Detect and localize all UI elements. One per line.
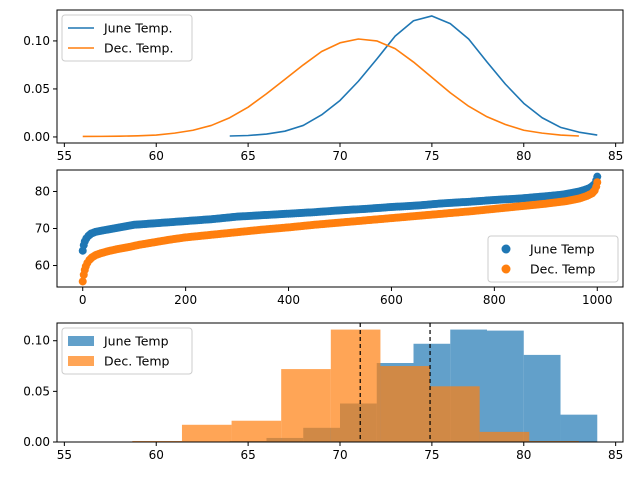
legend-item-1: June Temp — [501, 242, 595, 257]
y-tick-label: 0.05 — [23, 82, 50, 96]
scatter-point — [78, 277, 87, 286]
legend-label: June Temp — [529, 242, 595, 257]
legend-box — [61, 14, 193, 62]
legend-label: Dec. Temp — [530, 262, 596, 277]
legend-label: June Temp. — [103, 21, 172, 36]
x-tick-label: 70 — [332, 448, 347, 462]
x-tick-label: 60 — [149, 149, 164, 163]
x-tick-label: 65 — [240, 448, 255, 462]
series-bars-2 — [82, 329, 579, 442]
x-axis: 55 60 65 70 75 80 85 — [57, 442, 623, 462]
hist-bar — [479, 431, 530, 442]
legend-item-1: June Temp — [68, 334, 169, 349]
legend: June Temp Dec. Temp — [61, 327, 193, 375]
hist-bar — [560, 414, 598, 442]
legend: June Temp Dec. Temp — [487, 235, 619, 283]
y-tick-label: 0.10 — [23, 34, 50, 48]
series-points-2 — [78, 178, 602, 286]
plot-area — [78, 172, 602, 286]
x-tick-label: 0 — [79, 293, 87, 307]
plot-area — [82, 15, 598, 138]
x-tick-label: 65 — [240, 149, 255, 163]
legend-item-2: Dec. Temp. — [68, 41, 173, 56]
hist-bar — [430, 386, 480, 442]
y-tick-label: 0.05 — [23, 384, 50, 398]
y-tick-label: 60 — [35, 259, 50, 273]
x-axis: 0 200 400 600 800 1000 — [79, 287, 613, 307]
x-tick-label: 80 — [516, 448, 531, 462]
x-tick-label: 800 — [483, 293, 506, 307]
x-tick-label: 55 — [57, 448, 72, 462]
y-axis: 0.00 0.05 0.10 — [23, 34, 57, 144]
y-tick-label: 0.00 — [23, 130, 50, 144]
y-tick-label: 0.10 — [23, 334, 50, 348]
legend: June Temp. Dec. Temp. — [61, 14, 193, 62]
x-tick-label: 85 — [608, 149, 623, 163]
legend-label: June Temp — [103, 334, 169, 349]
legend-swatch — [501, 244, 511, 254]
hist-bar — [487, 330, 524, 442]
x-tick-label: 55 — [57, 149, 72, 163]
x-tick-label: 85 — [608, 448, 623, 462]
scatter-point — [593, 172, 602, 181]
panel-1: 55 60 65 70 75 80 85 0.00 0.05 0.10 June Temp. Dec.… — [23, 9, 624, 163]
legend-box — [61, 327, 193, 375]
legend-box — [487, 235, 619, 283]
y-axis: 0.00 0.05 0.10 — [23, 334, 57, 449]
y-tick-label: 0.00 — [23, 435, 50, 449]
legend-label: Dec. Temp — [104, 354, 170, 369]
series-line-2 — [82, 38, 579, 138]
hist-bar — [529, 440, 579, 442]
legend-swatch — [68, 356, 94, 366]
x-tick-label: 75 — [424, 448, 439, 462]
scatter-point — [593, 178, 602, 187]
panel-3: 55 60 65 70 75 80 85 0.00 0.05 0.10 June Temp Dec. … — [23, 322, 624, 462]
legend-item-2: Dec. Temp — [501, 262, 596, 277]
y-tick-label: 80 — [35, 184, 50, 198]
hist-bar — [523, 354, 561, 442]
x-tick-label: 1000 — [582, 293, 613, 307]
legend-label: Dec. Temp. — [104, 41, 173, 56]
plot-area — [82, 323, 598, 442]
legend-swatch — [68, 336, 94, 346]
hist-bar — [281, 369, 331, 442]
legend-item-1: June Temp. — [68, 21, 172, 36]
hist-bar — [330, 329, 381, 442]
x-axis: 55 60 65 70 75 80 85 — [57, 143, 623, 163]
x-tick-label: 400 — [277, 293, 300, 307]
series-line-1 — [229, 15, 598, 137]
x-tick-label: 60 — [149, 448, 164, 462]
x-tick-label: 80 — [516, 149, 531, 163]
legend-swatch — [501, 264, 511, 274]
y-axis: 60 70 80 — [35, 184, 57, 273]
hist-bar — [181, 424, 232, 442]
hist-bar — [380, 366, 431, 442]
panel-2: 0 200 400 600 800 1000 60 70 80 June Temp Dec. Tem… — [35, 169, 624, 307]
x-tick-label: 75 — [424, 149, 439, 163]
hist-bar — [132, 440, 182, 442]
x-tick-label: 600 — [380, 293, 403, 307]
hist-bar — [231, 420, 282, 442]
x-tick-label: 70 — [332, 149, 347, 163]
y-tick-label: 70 — [35, 222, 50, 236]
legend-item-2: Dec. Temp — [68, 354, 170, 369]
x-tick-label: 200 — [174, 293, 197, 307]
